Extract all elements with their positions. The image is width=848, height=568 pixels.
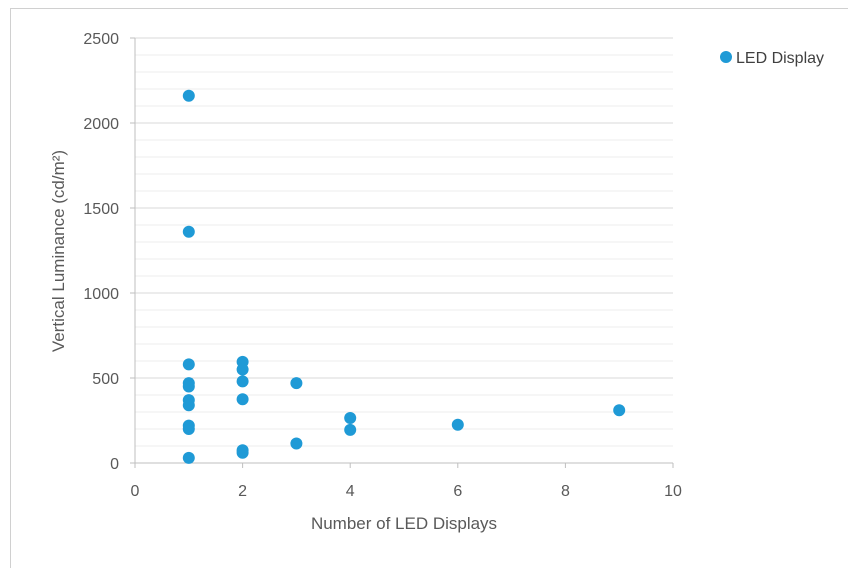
data-point: [236, 446, 249, 459]
data-point: [290, 437, 303, 450]
data-point: [236, 393, 249, 406]
data-points: [182, 89, 626, 464]
data-point: [236, 375, 249, 388]
gridlines: [135, 37, 673, 447]
data-point: [182, 89, 195, 102]
legend-marker: [720, 51, 732, 63]
data-point: [344, 423, 357, 436]
y-axis-title: Vertical Luminance (cd/m²): [49, 150, 68, 352]
x-tick-label: 10: [664, 483, 682, 500]
data-point: [182, 225, 195, 238]
x-tick-label: 2: [238, 483, 247, 500]
x-tick-label: 6: [453, 483, 462, 500]
axes: [130, 37, 674, 468]
legend-label-led-display: LED Display: [736, 50, 824, 67]
y-tick-label: 1000: [83, 286, 119, 303]
y-tick-labels: 0 500 1000 1500 2000 2500: [83, 31, 119, 473]
data-point: [182, 358, 195, 371]
x-tick-label: 0: [131, 483, 140, 500]
data-point: [182, 380, 195, 393]
y-tick-label: 1500: [83, 201, 119, 218]
x-tick-label: 4: [346, 483, 355, 500]
x-tick-labels: 0 2 4 6 8 10: [131, 483, 682, 500]
data-point: [451, 418, 464, 431]
data-point: [182, 399, 195, 412]
y-tick-label: 0: [110, 456, 119, 473]
data-point: [182, 423, 195, 435]
legend: LED Display: [720, 50, 824, 67]
data-point: [182, 451, 195, 464]
data-point: [290, 377, 303, 390]
y-tick-label: 2500: [83, 31, 119, 48]
x-tick-label: 8: [561, 483, 570, 500]
y-tick-label: 2000: [83, 116, 119, 133]
chart-frame: [10, 8, 848, 568]
x-axis-title: Number of LED Displays: [311, 514, 497, 533]
y-tick-label: 500: [92, 371, 119, 388]
data-point: [236, 363, 249, 376]
data-point: [613, 404, 626, 417]
data-point: [344, 411, 357, 424]
